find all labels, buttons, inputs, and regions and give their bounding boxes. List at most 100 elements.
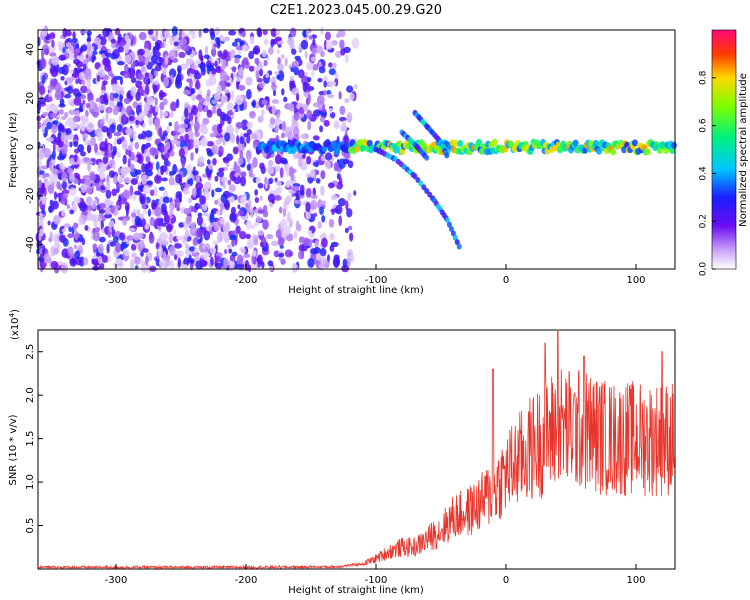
noise-cell: [149, 189, 155, 197]
noise-cell: [191, 32, 196, 39]
noise-cell: [295, 193, 300, 201]
noise-cell: [36, 150, 45, 160]
noise-cell: [213, 126, 218, 138]
noise-cell: [224, 248, 228, 255]
noise-cell: [285, 166, 290, 177]
noise-cell: [278, 186, 283, 194]
noise-cell: [154, 105, 159, 113]
noise-cell: [178, 250, 184, 257]
noise-cell: [149, 73, 154, 84]
noise-cell: [331, 40, 338, 46]
noise-cell: [78, 216, 83, 226]
noise-cell: [73, 244, 78, 250]
noise-cell: [101, 254, 108, 264]
noise-cell: [316, 253, 322, 261]
noise-cell: [263, 38, 269, 45]
noise-cell: [306, 109, 313, 120]
noise-cell: [91, 54, 95, 64]
noise-cell: [203, 54, 210, 59]
snr-scale-note: (x104): [8, 309, 21, 340]
noise-cell: [68, 187, 77, 197]
noise-cell: [88, 99, 96, 109]
noise-cell: [155, 41, 160, 51]
snr-x-ticks: -300 -200 -100 0 100: [105, 564, 646, 586]
noise-cell: [307, 93, 311, 104]
noise-cell: [140, 66, 146, 72]
y-tick-label: 40: [25, 43, 36, 56]
noise-cell: [194, 121, 200, 132]
noise-cell: [154, 117, 161, 128]
noise-cell: [77, 144, 85, 153]
noise-cell: [337, 198, 346, 207]
noise-cell: [86, 37, 92, 43]
noise-cell: [239, 150, 244, 159]
noise-cell: [128, 227, 136, 232]
noise-cell: [293, 199, 302, 204]
noise-cell: [73, 196, 81, 204]
noise-cell: [199, 195, 207, 205]
noise-cell: [98, 171, 106, 180]
noise-cell: [188, 138, 195, 150]
noise-cell: [285, 195, 292, 204]
noise-cell: [83, 59, 89, 65]
noise-cell: [113, 140, 118, 145]
noise-cell: [183, 89, 191, 96]
noise-cell: [109, 241, 116, 247]
noise-cell: [315, 178, 321, 184]
noise-cell: [187, 197, 193, 204]
noise-cell: [291, 48, 297, 55]
noise-cell: [38, 216, 45, 222]
noise-cell: [75, 48, 81, 54]
noise-cell: [259, 162, 265, 170]
y-tick-label: 0: [25, 144, 36, 150]
noise-cell: [303, 237, 310, 247]
noise-cell: [142, 123, 146, 129]
noise-cell: [231, 251, 238, 257]
signal-cell: [366, 139, 373, 147]
noise-cell: [68, 172, 75, 182]
noise-cell: [174, 243, 182, 249]
noise-cell: [196, 227, 201, 239]
noise-cell: [40, 165, 49, 170]
noise-cell: [92, 258, 100, 266]
noise-cell: [63, 223, 71, 228]
noise-cell: [241, 30, 246, 38]
noise-cell: [238, 66, 244, 77]
noise-cell: [309, 169, 316, 179]
noise-cell: [286, 211, 291, 223]
noise-cell: [233, 165, 241, 173]
noise-cell: [287, 130, 294, 140]
noise-cell: [180, 63, 188, 70]
noise-cell: [210, 213, 215, 223]
noise-cell: [43, 148, 51, 159]
noise-cell: [140, 89, 145, 97]
noise-cell: [289, 79, 296, 89]
noise-cell: [252, 99, 257, 109]
noise-cell: [231, 41, 238, 47]
trace-cell: [454, 239, 460, 246]
noise-cell: [320, 155, 326, 162]
noise-cell: [257, 230, 265, 236]
noise-cell: [229, 212, 238, 223]
noise-cell: [188, 113, 194, 122]
noise-cell: [216, 37, 221, 48]
noise-cell: [69, 209, 75, 215]
noise-cell: [307, 120, 312, 131]
noise-cell: [95, 97, 102, 103]
noise-cell: [102, 80, 108, 86]
noise-cell: [257, 209, 265, 214]
signal-cell: [452, 139, 459, 147]
noise-cell: [113, 131, 122, 137]
noise-cell: [54, 90, 62, 101]
noise-cell: [342, 158, 350, 165]
noise-cell: [319, 125, 324, 133]
colorbar-tick-label: 0.4: [699, 166, 709, 181]
noise-cell: [60, 262, 69, 274]
noise-cell: [220, 37, 225, 42]
noise-cell: [53, 233, 59, 243]
noise-cell: [190, 64, 198, 69]
noise-cell: [327, 182, 335, 189]
noise-cell: [149, 147, 157, 156]
noise-cell: [246, 129, 252, 135]
x-tick-label: 0: [503, 275, 509, 286]
